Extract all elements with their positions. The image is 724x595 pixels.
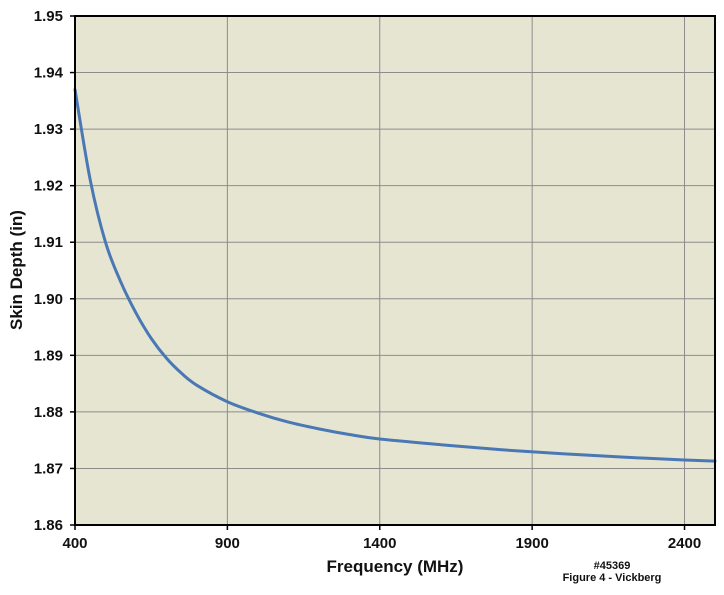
series-lines [73,88,717,463]
y-axis-ticks: 1.86 1.87 1.88 1.89 1.90 1.91 1.92 1.93 1.94 1.95 [34,8,75,534]
y-tick-label: 1.95 [34,8,63,25]
x-tick-label: 900 [215,535,240,552]
y-tick-label: 1.88 [34,404,63,421]
y-tick-label: 1.90 [34,291,63,308]
y-tick-label: 1.91 [34,234,63,251]
y-tick-label: 1.87 [34,460,63,477]
x-tick-label: 1400 [363,535,396,552]
x-axis-ticks: 400 900 1400 1900 2400 [62,525,701,552]
y-tick-label: 1.93 [34,121,63,138]
plot-area [75,16,715,525]
y-tick-label: 1.86 [34,517,63,534]
x-axis-title: Frequency (MHz) [327,557,464,576]
figure-caption: Figure 4 - Vickberg [563,572,662,584]
plot-frame [74,15,716,526]
x-tick-label: 1900 [515,535,548,552]
x-tick-label: 400 [62,535,87,552]
figure-id: #45369 [594,560,631,572]
y-tick-label: 1.92 [34,178,63,195]
series-line [73,88,717,463]
y-axis-title: Skin Depth (in) [7,210,26,330]
x-tick-label: 2400 [668,535,701,552]
y-tick-label: 1.94 [34,65,64,82]
y-tick-label: 1.89 [34,347,63,364]
